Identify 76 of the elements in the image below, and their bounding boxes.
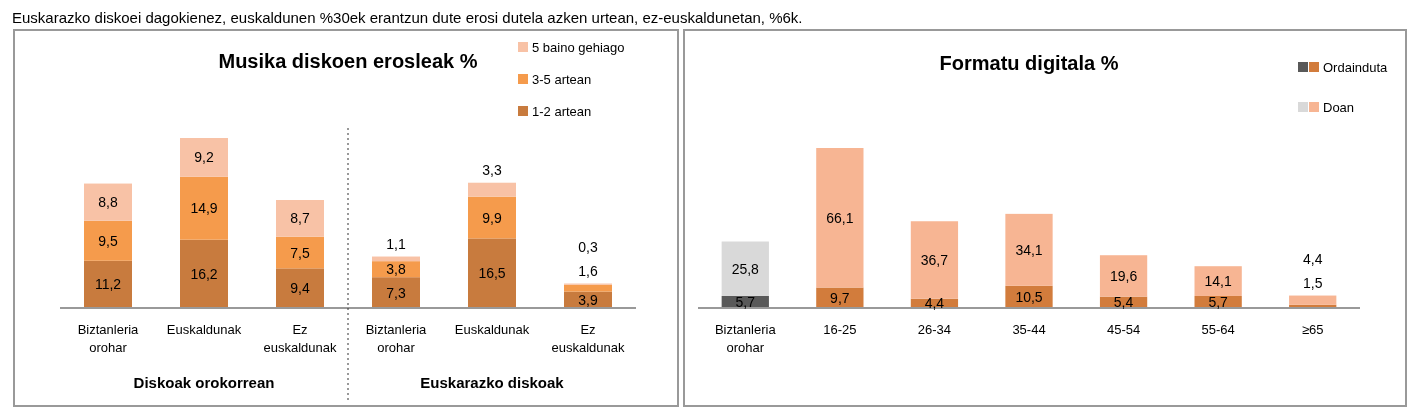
data-label: 16,2 bbox=[190, 265, 218, 282]
data-label: 5,7 bbox=[1208, 293, 1229, 310]
x-tick-label: Euskaldunak bbox=[454, 322, 530, 337]
data-label: 5,7 bbox=[735, 293, 756, 310]
data-label: 19,6 bbox=[1109, 267, 1138, 284]
bar bbox=[468, 238, 516, 308]
bar bbox=[84, 220, 132, 261]
legend-label: Ordainduta bbox=[1323, 60, 1389, 75]
data-label: 3,9 bbox=[578, 291, 598, 308]
x-tick-label: ≥65 bbox=[1301, 322, 1324, 337]
data-label: 25,8 bbox=[731, 260, 760, 277]
x-tick-label: Biztanleria orohar bbox=[714, 322, 777, 355]
data-label: 11,2 bbox=[94, 276, 122, 293]
bar bbox=[276, 268, 324, 308]
data-label: 9,9 bbox=[482, 209, 502, 226]
data-label: 1,6 bbox=[578, 262, 598, 279]
data-label: 14,1 bbox=[1204, 273, 1232, 290]
x-tick-label: 45-54 bbox=[1106, 322, 1141, 337]
bar bbox=[276, 200, 324, 237]
x-tick-label: Euskaldunak bbox=[166, 322, 242, 337]
data-label: 8,8 bbox=[98, 194, 118, 211]
bar bbox=[180, 176, 228, 240]
bar bbox=[84, 260, 132, 308]
x-tick-label: Ez euskaldunak bbox=[551, 322, 625, 355]
data-label: 10,5 bbox=[1015, 288, 1043, 305]
bar bbox=[816, 148, 864, 288]
data-label: 7,5 bbox=[290, 244, 310, 261]
data-label: 0,3 bbox=[578, 238, 598, 255]
legend-label: 5 baino gehiago bbox=[532, 40, 625, 55]
data-label: 4,4 bbox=[1302, 250, 1323, 267]
data-label: 66,1 bbox=[826, 209, 854, 226]
bar bbox=[84, 183, 132, 221]
data-label: 8,7 bbox=[290, 210, 310, 227]
data-label: 34,1 bbox=[1015, 241, 1043, 258]
data-label: 5,4 bbox=[1113, 294, 1134, 311]
bar bbox=[1005, 213, 1053, 286]
bar bbox=[564, 284, 612, 292]
bar bbox=[1289, 295, 1337, 305]
bar bbox=[1194, 266, 1242, 296]
text: Diskoak orokorrean bbox=[133, 374, 275, 391]
bar bbox=[180, 138, 228, 177]
data-label: 3,8 bbox=[386, 261, 406, 278]
bar bbox=[910, 221, 959, 299]
data-label: 3,3 bbox=[482, 161, 502, 178]
data-label: 1,1 bbox=[386, 235, 406, 252]
text: Euskarazko diskoei dagokienez, euskaldunen %30ek erantzun dute erosi dutela azken urtean, ez-euskaldunetan, %6k. bbox=[12, 9, 803, 26]
data-label: 7,3 bbox=[386, 284, 406, 301]
text: Euskarazko diskoak bbox=[420, 374, 565, 391]
legend-label: Doan bbox=[1323, 100, 1355, 115]
x-tick-label: 26-34 bbox=[917, 322, 952, 337]
chart-title: Formatu digitala % bbox=[939, 52, 1119, 74]
data-label: 36,7 bbox=[920, 251, 949, 268]
x-tick-label: Biztanleria orohar bbox=[77, 322, 140, 355]
x-tick-label: 16-25 bbox=[823, 322, 857, 337]
legend-label: 3-5 artean bbox=[532, 72, 592, 87]
data-label: 9,4 bbox=[290, 280, 310, 297]
data-label: 9,7 bbox=[830, 289, 850, 306]
bar bbox=[180, 239, 228, 308]
data-label: 16,5 bbox=[478, 265, 506, 282]
chart-title: Musika diskoen erosleak % bbox=[218, 50, 478, 72]
bar bbox=[372, 277, 420, 308]
data-label: 1,5 bbox=[1302, 274, 1323, 291]
data-label: 9,2 bbox=[194, 149, 214, 166]
bar bbox=[276, 236, 324, 269]
bar bbox=[721, 241, 769, 296]
bar bbox=[468, 182, 516, 197]
data-label: 4,4 bbox=[924, 295, 945, 312]
bar bbox=[468, 196, 516, 239]
x-tick-label: Ez euskaldunak bbox=[263, 322, 337, 355]
data-label: 14,9 bbox=[190, 200, 218, 217]
bar bbox=[1099, 255, 1148, 297]
x-tick-label: 55-64 bbox=[1201, 322, 1235, 337]
x-tick-label: 35-44 bbox=[1012, 322, 1046, 337]
x-tick-label: Biztanleria orohar bbox=[365, 322, 428, 355]
legend-label: 1-2 artean bbox=[532, 104, 592, 119]
data-label: 9,5 bbox=[98, 232, 118, 249]
